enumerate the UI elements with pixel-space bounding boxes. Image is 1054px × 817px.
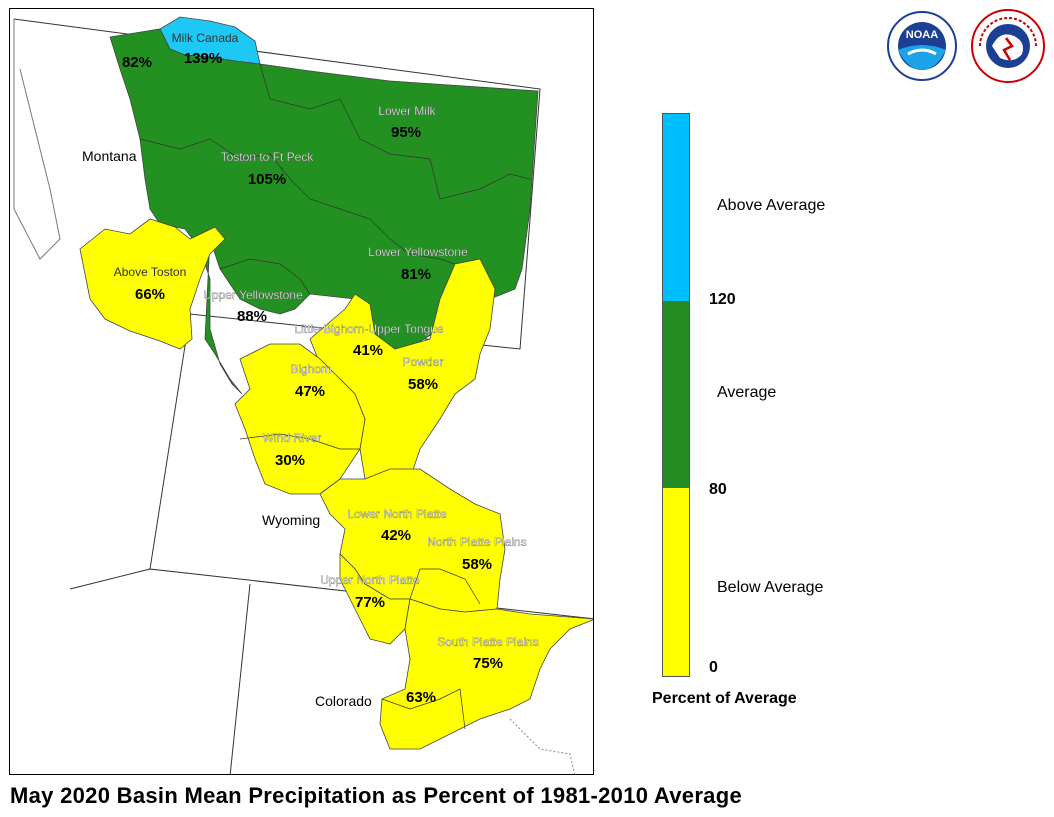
map-canvas: Montana Wyoming Colorado Milk Canada 139…	[13, 16, 593, 774]
legend-tick: 80	[709, 481, 727, 498]
basin-name: Upper Yellowstone	[203, 288, 303, 302]
state-label-colorado: Colorado	[315, 693, 372, 709]
basin-name: Toston to Ft Peck	[221, 150, 315, 164]
legend-band-average	[663, 301, 689, 488]
legend-color-bar	[662, 113, 690, 677]
legend-tick: 120	[709, 291, 736, 308]
basin-value: 63%	[406, 689, 436, 706]
basin-map: Montana Wyoming Colorado Milk Canada 139…	[9, 8, 594, 775]
boundary-line	[13, 19, 61, 260]
legend-label-below: Below Average	[717, 579, 824, 596]
basin-value: 66%	[135, 286, 165, 303]
basin-value: 47%	[295, 383, 325, 400]
basin-value: 58%	[462, 556, 492, 573]
basin-name: South Platte Plains	[437, 635, 538, 649]
basin-value: 30%	[275, 452, 305, 469]
basin-value: 139%	[184, 50, 222, 67]
boundary-line	[509, 718, 576, 774]
basin-name: Bighorn	[290, 362, 331, 376]
basin-value: 82%	[122, 54, 152, 71]
basin-name: Wind River	[263, 431, 322, 445]
basin-name: North Platte Plains	[427, 535, 526, 549]
legend-label-average: Average	[717, 384, 777, 401]
page-title: May 2020 Basin Mean Precipitation as Per…	[10, 783, 742, 808]
basin-value: 88%	[237, 308, 267, 325]
basin-value: 95%	[391, 124, 421, 141]
basin-name: Powder	[403, 355, 444, 369]
noaa-logo-text: NOAA	[906, 29, 938, 41]
legend-band-above	[663, 114, 689, 301]
basin-south-platte-plains	[379, 598, 593, 750]
boundary-line	[69, 568, 251, 774]
basin-montana-average-region	[109, 28, 539, 395]
nws-logo	[971, 9, 1045, 83]
basin-name: Lower Milk	[378, 104, 436, 118]
basin-name: Above Toston	[114, 265, 187, 279]
basin-value: 81%	[401, 266, 431, 283]
basin-name: Lower North Platte	[347, 507, 447, 521]
basin-name: Milk Canada	[172, 31, 239, 45]
basin-name: Lower Yellowstone	[368, 245, 468, 259]
basin-value: 75%	[473, 655, 503, 672]
legend-label-above: Above Average	[717, 197, 826, 214]
legend-tick: 0	[709, 659, 718, 676]
basin-value: 77%	[355, 594, 385, 611]
legend-band-below	[663, 488, 689, 676]
basin-borders	[139, 63, 531, 730]
legend-title: Percent of Average	[652, 690, 797, 707]
basin-value: 105%	[248, 171, 286, 188]
basin-upper-north-platte	[339, 553, 411, 645]
basin-value: 58%	[408, 376, 438, 393]
state-label-montana: Montana	[82, 148, 137, 164]
state-label-wyoming: Wyoming	[262, 512, 320, 528]
basin-value: 42%	[381, 527, 411, 544]
basin-name: Upper North Platte	[320, 573, 420, 587]
basin-name: Little Bighorn-Upper Tongue	[294, 322, 444, 336]
basin-above-toston	[79, 218, 226, 350]
noaa-logo: NOAA	[887, 11, 957, 81]
basin-labels: Milk Canada 139% 82% Lower Milk 95% Tost…	[114, 31, 539, 706]
basin-value: 41%	[353, 342, 383, 359]
